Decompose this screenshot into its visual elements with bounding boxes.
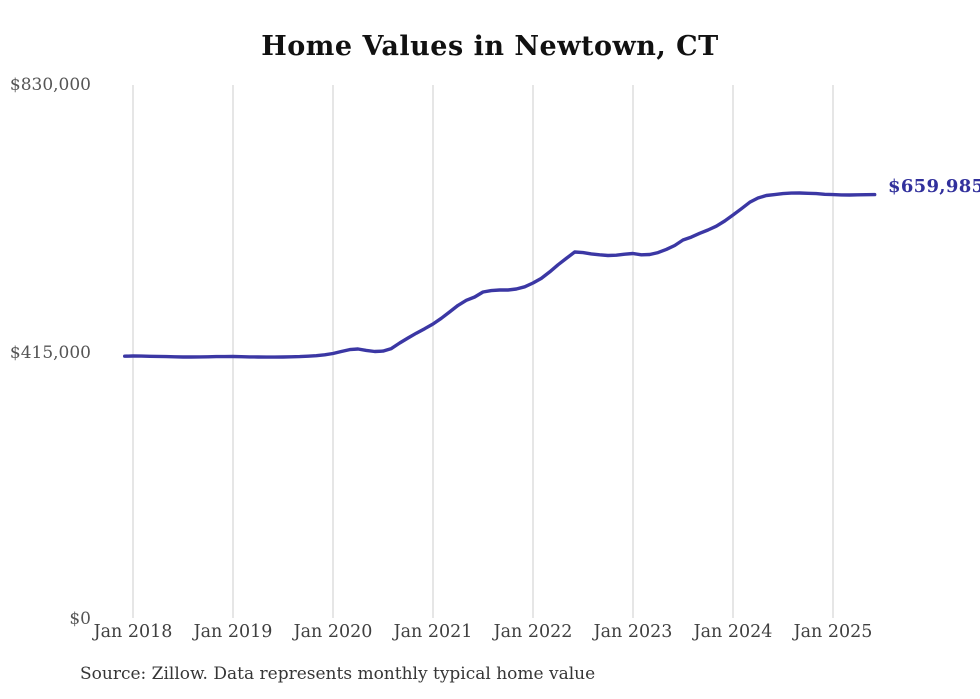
x-axis-tick-jan-2020: Jan 2020 (293, 622, 373, 642)
x-axis-tick-jan-2019: Jan 2019 (193, 622, 273, 642)
x-axis-tick-jan-2024: Jan 2024 (693, 622, 773, 642)
x-axis-tick-jan-2025: Jan 2025 (793, 622, 873, 642)
x-axis-tick-jan-2018: Jan 2018 (93, 622, 173, 642)
source-attribution: Source: Zillow. Data represents monthly … (80, 664, 596, 684)
x-axis-tick-jan-2022: Jan 2022 (493, 622, 573, 642)
series-end-value-label: $659,985 (888, 176, 980, 197)
y-axis-tick-0: $0 (69, 609, 91, 629)
home-value-series-line (123, 191, 877, 359)
y-axis-tick-415000: $415,000 (9, 343, 91, 363)
y-axis-tick-830000: $830,000 (9, 75, 91, 95)
chart-title: Home Values in Newtown, CT (261, 31, 719, 62)
x-axis-tick-jan-2021: Jan 2021 (393, 622, 473, 642)
x-axis-tick-jan-2023: Jan 2023 (593, 622, 673, 642)
